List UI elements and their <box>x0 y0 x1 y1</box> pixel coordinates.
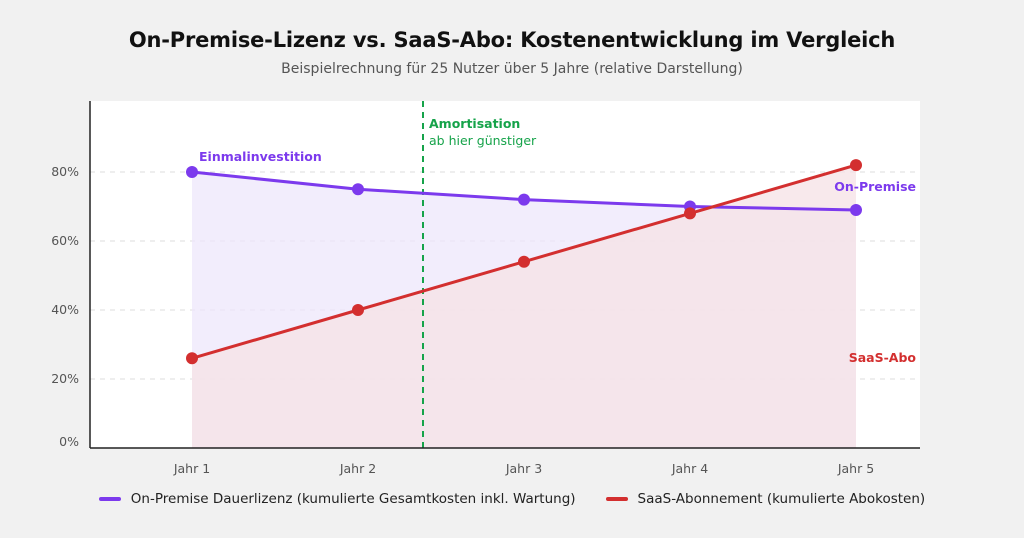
breakeven-title: Amortisation <box>429 116 520 131</box>
legend-swatch-saas <box>605 497 628 501</box>
y-tick-label-0: 0% <box>59 434 79 449</box>
y-tick-label-60: 60% <box>51 233 79 248</box>
x-tick-labels: Jahr 1 Jahr 2 Jahr 3 Jahr 4 Jahr 5 <box>173 461 874 476</box>
legend-label-on-premise: On-Premise Dauerlizenz (kumulierte Gesam… <box>130 491 576 507</box>
chart-legend: On-Premise Dauerlizenz (kumulierte Gesam… <box>0 491 1024 507</box>
breakeven-marker: Amortisation ab hier günstiger <box>422 101 537 448</box>
chart-subtitle: Beispielrechnung für 25 Nutzer über 5 Ja… <box>281 61 743 77</box>
chart-title: On-Premise-Lizenz vs. SaaS-Abo: Kostenen… <box>128 28 896 52</box>
data-point-saas-3 <box>518 255 530 268</box>
legend-swatch-on-premise <box>98 497 121 501</box>
breakeven-text: ab hier günstiger <box>429 133 537 148</box>
x-tick-label-jahr-3: Jahr 3 <box>505 461 542 476</box>
data-point-saas-5 <box>850 159 862 172</box>
area-fills <box>192 165 856 448</box>
x-tick-label-jahr-5: Jahr 5 <box>837 461 874 476</box>
y-tick-label-40: 40% <box>51 302 79 317</box>
data-point-on-premise-2 <box>352 183 364 196</box>
y-tick-labels: 0% 20% 40% 60% 80% <box>51 164 79 449</box>
x-tick-label-jahr-1: Jahr 1 <box>173 461 210 476</box>
data-point-saas-4 <box>684 207 696 220</box>
axes <box>89 101 920 449</box>
data-point-saas-2 <box>352 304 364 316</box>
legend-item-on-premise: On-Premise Dauerlizenz (kumulierte Gesam… <box>98 491 576 507</box>
area-fill-saas <box>192 165 856 448</box>
y-tick-label-20: 20% <box>51 371 79 386</box>
series-labels: Einmalinvestition On-Premise SaaS-Abo <box>199 149 916 365</box>
series-label-einmalinvestition: Einmalinvestition <box>199 149 322 164</box>
data-point-on-premise-1 <box>186 166 198 178</box>
x-tick-label-jahr-4: Jahr 4 <box>671 461 708 476</box>
series-points <box>186 159 862 365</box>
data-point-on-premise-5 <box>850 203 862 216</box>
legend-label-saas: SaaS-Abonnement (kumulierte Abokosten) <box>637 491 926 507</box>
series-label-saas-abo: SaaS-Abo <box>849 350 917 365</box>
legend-item-saas: SaaS-Abonnement (kumulierte Abokosten) <box>605 491 926 507</box>
y-tick-label-80: 80% <box>51 164 79 179</box>
x-tick-label-jahr-2: Jahr 2 <box>339 461 376 476</box>
data-point-saas-1 <box>186 352 198 365</box>
data-point-on-premise-3 <box>518 193 530 206</box>
series-label-on-premise: On-Premise <box>834 179 916 194</box>
